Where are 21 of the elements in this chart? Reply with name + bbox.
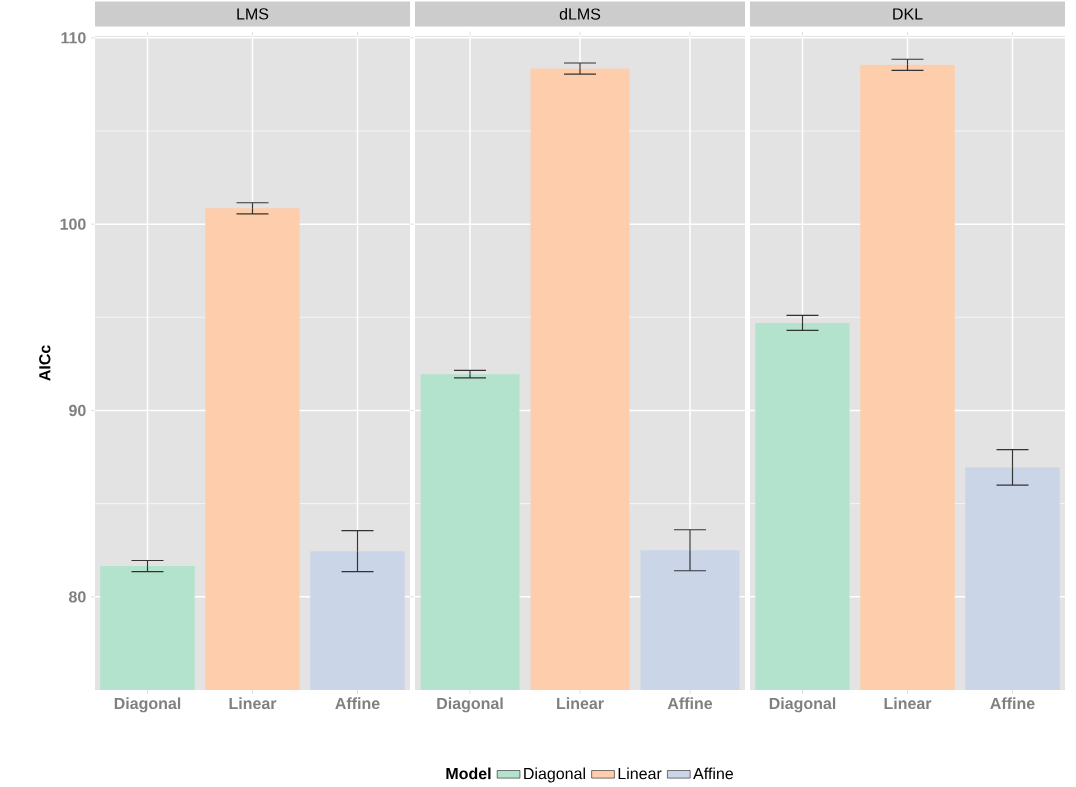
y-tick-label: 80 — [69, 591, 86, 603]
x-tick-label: Affine — [335, 697, 380, 710]
y-axis-title: AICc — [39, 345, 51, 381]
x-tick-label: Diagonal — [114, 697, 181, 713]
chart-title: dLMS — [559, 8, 601, 20]
chart-title: LMS — [237, 8, 269, 20]
legend-label: Linear — [618, 767, 662, 780]
x-tick-label: Affine — [667, 697, 713, 710]
x-tick-label: Linear — [229, 697, 277, 710]
legend-label: Diagonal — [524, 767, 585, 783]
x-tick-label: Diagonal — [769, 697, 836, 713]
legend-title: Model — [446, 767, 491, 780]
x-tick-label: Linear — [884, 697, 932, 710]
x-tick-label: Diagonal — [437, 697, 503, 713]
y-tick-label: 100 — [60, 218, 86, 230]
x-tick-label: Affine — [990, 697, 1035, 710]
chart-title: DKL — [893, 8, 923, 20]
y-tick-label: 110 — [61, 32, 86, 44]
x-tick-label: Linear — [557, 697, 604, 710]
legend-label: Affine — [693, 767, 734, 780]
y-tick-label: 90 — [69, 404, 86, 417]
